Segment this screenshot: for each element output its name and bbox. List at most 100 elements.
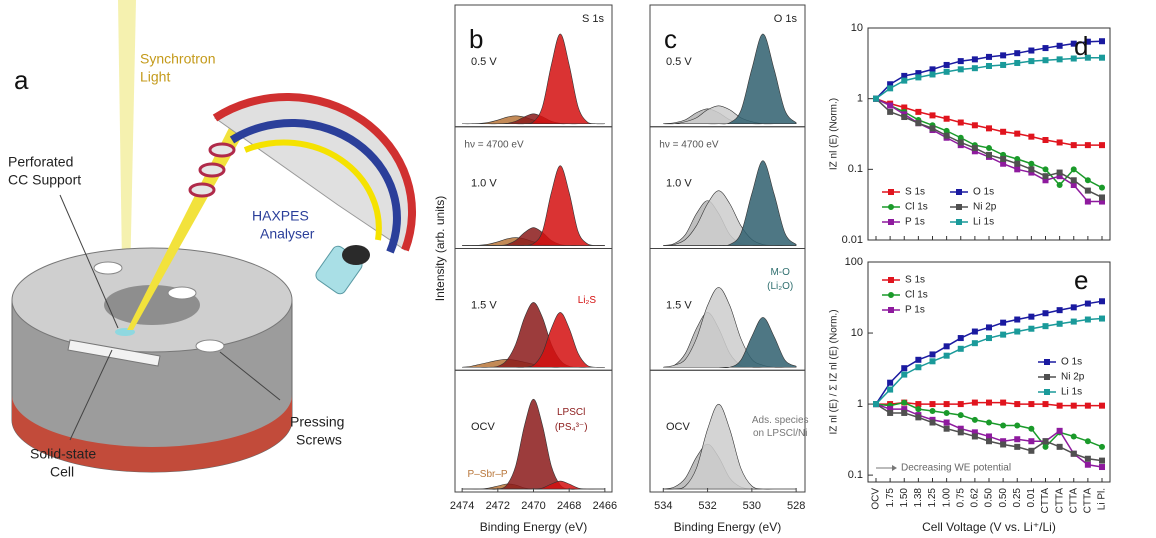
marker <box>1028 438 1035 445</box>
lens-column <box>188 142 236 198</box>
marker <box>1042 177 1049 184</box>
marker <box>1056 42 1063 49</box>
marker <box>1042 323 1049 330</box>
y-tick-label: 100 <box>845 256 863 268</box>
diagram-label: Pressing <box>290 414 344 430</box>
marker <box>1014 130 1021 137</box>
marker <box>1000 441 1007 448</box>
peak-component <box>462 312 605 368</box>
x-tick-label: 1.75 <box>885 488 896 508</box>
diagram-label: Light <box>140 69 170 85</box>
x-tick-label: 2466 <box>593 500 617 512</box>
x-tick-label: 1.25 <box>927 488 938 508</box>
marker <box>986 335 992 342</box>
marker <box>887 406 894 413</box>
marker <box>1056 307 1063 314</box>
analyser-inner <box>229 119 401 254</box>
subpanel-frame <box>649 369 806 493</box>
marker <box>943 115 950 122</box>
legend-label: Li 1s <box>1061 387 1082 398</box>
annotation: P–Sbr–P <box>468 469 508 480</box>
marker <box>1042 45 1049 52</box>
panel-letter: d <box>1074 31 1088 61</box>
peak-component <box>462 302 605 368</box>
marker <box>1042 310 1049 317</box>
marker <box>1070 166 1077 173</box>
marker <box>1000 331 1007 338</box>
x-tick-label: 0.50 <box>984 488 995 508</box>
subpanel-label: 1.5 V <box>666 299 692 311</box>
marker <box>1099 315 1105 322</box>
marker <box>1084 177 1091 184</box>
marker <box>1000 128 1007 135</box>
marker <box>957 139 964 146</box>
marker <box>957 401 964 408</box>
legend-label: O 1s <box>1061 357 1082 368</box>
marker <box>943 425 950 432</box>
analyser-path <box>243 139 382 241</box>
marker <box>1099 298 1105 305</box>
annotation: Li₂S <box>578 295 597 306</box>
marker <box>1056 443 1063 450</box>
legend-label: Cl 1s <box>905 290 928 301</box>
lens-ring <box>208 142 236 158</box>
marker <box>1056 173 1063 180</box>
marker <box>1084 198 1091 205</box>
marker <box>1014 422 1021 429</box>
screw-hole <box>195 339 225 353</box>
cell-stripe <box>12 395 292 472</box>
marker <box>971 340 978 347</box>
marker <box>1099 402 1105 409</box>
marker <box>1014 328 1021 335</box>
marker <box>887 379 894 386</box>
marker <box>901 114 908 121</box>
marker <box>887 386 894 393</box>
marker <box>1028 169 1035 176</box>
x-tick-label: 2470 <box>521 500 545 512</box>
diagram-label: Solid-state <box>30 446 96 462</box>
marker <box>986 433 992 440</box>
peak-component <box>462 33 605 125</box>
marker <box>929 125 936 132</box>
marker <box>971 399 978 406</box>
marker <box>915 74 922 81</box>
marker <box>929 358 936 365</box>
marker <box>943 127 950 134</box>
marker <box>915 406 922 413</box>
legend-marker <box>1044 389 1050 395</box>
x-tick-label: 0.75 <box>955 488 966 508</box>
marker <box>1000 438 1007 445</box>
x-axis-label: Binding Energy (eV) <box>674 520 781 534</box>
legend-label: O 1s <box>973 187 994 198</box>
marker <box>915 70 922 77</box>
marker <box>957 412 964 419</box>
marker <box>1084 38 1091 45</box>
y-axis-label: IZ nl (E) / Σ IZ nl (E) (Norm.) <box>829 309 840 434</box>
marker <box>986 125 992 132</box>
pointer <box>69 349 113 441</box>
marker <box>915 364 922 371</box>
marker <box>971 145 978 152</box>
peak-component <box>663 160 797 246</box>
pointer <box>219 351 281 401</box>
marker <box>1099 457 1105 464</box>
marker <box>1014 50 1021 57</box>
panel-letter: a <box>14 65 29 95</box>
series-line <box>875 97 1102 146</box>
marker <box>1070 182 1077 189</box>
marker <box>1000 61 1007 68</box>
subpanel-label: 0.5 V <box>471 56 497 68</box>
marker <box>1099 38 1105 45</box>
y-tick-label: 0.1 <box>848 163 863 175</box>
marker <box>1042 166 1049 173</box>
marker <box>1084 316 1091 323</box>
marker <box>929 407 936 414</box>
marker <box>1084 300 1091 307</box>
legend-marker <box>956 219 962 225</box>
marker <box>986 324 992 331</box>
marker <box>1070 318 1077 325</box>
marker <box>1028 160 1035 167</box>
legend-marker <box>956 204 962 210</box>
marker <box>971 148 978 155</box>
